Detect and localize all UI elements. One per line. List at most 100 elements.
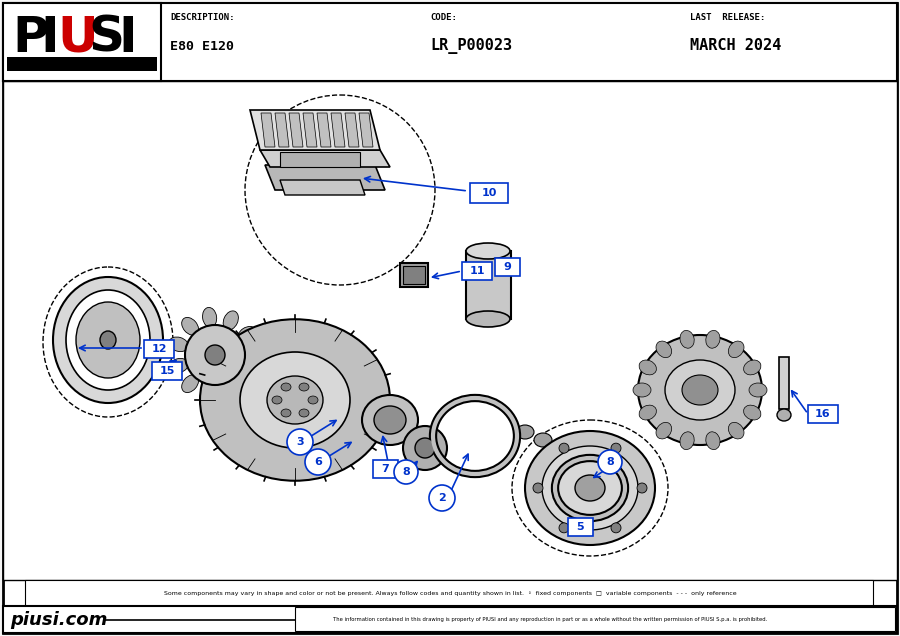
Ellipse shape [466, 311, 510, 327]
Text: 16: 16 [815, 409, 831, 419]
Ellipse shape [611, 523, 621, 533]
Ellipse shape [777, 409, 791, 421]
Text: U: U [57, 14, 97, 62]
Text: The information contained in this drawing is property of PIUSI and any reproduct: The information contained in this drawin… [333, 616, 767, 621]
Ellipse shape [202, 307, 217, 328]
Bar [779, 357, 789, 409]
Text: 2: 2 [438, 493, 446, 503]
Polygon shape [260, 150, 390, 167]
Bar [495, 258, 520, 276]
Polygon shape [345, 113, 359, 147]
Ellipse shape [559, 523, 569, 533]
Ellipse shape [559, 443, 569, 453]
Ellipse shape [205, 345, 225, 365]
Polygon shape [303, 113, 317, 147]
Text: I: I [40, 14, 58, 62]
Bar [568, 518, 593, 536]
Bar [3, 81, 897, 580]
Ellipse shape [76, 302, 140, 378]
Ellipse shape [182, 317, 199, 335]
Ellipse shape [533, 483, 543, 493]
Ellipse shape [575, 475, 605, 501]
Text: P: P [12, 14, 49, 62]
Text: 11: 11 [469, 266, 485, 276]
Bar [3, 3, 897, 81]
Text: 8: 8 [402, 467, 410, 477]
Ellipse shape [223, 380, 238, 399]
Ellipse shape [185, 325, 245, 385]
Bar [3, 606, 897, 633]
Ellipse shape [570, 449, 588, 463]
Ellipse shape [403, 426, 447, 470]
Bar [280, 152, 360, 167]
Text: 7: 7 [381, 464, 389, 474]
Bar [462, 262, 492, 280]
Ellipse shape [182, 375, 199, 392]
Bar [295, 607, 895, 631]
Ellipse shape [525, 431, 655, 545]
Ellipse shape [202, 383, 217, 403]
Text: 5: 5 [576, 522, 584, 532]
Text: 9: 9 [503, 262, 511, 272]
Ellipse shape [238, 368, 256, 384]
Bar [3, 3, 161, 81]
Ellipse shape [743, 360, 760, 375]
Text: S: S [88, 14, 124, 62]
Bar [808, 405, 838, 423]
Ellipse shape [588, 457, 606, 471]
Ellipse shape [743, 405, 760, 420]
Ellipse shape [534, 433, 552, 447]
Ellipse shape [281, 383, 291, 391]
Ellipse shape [611, 443, 621, 453]
Ellipse shape [656, 422, 671, 439]
Text: 15: 15 [159, 366, 175, 376]
Ellipse shape [552, 441, 570, 455]
Text: 12: 12 [151, 344, 166, 354]
Ellipse shape [243, 348, 263, 362]
Bar [25, 580, 873, 606]
Ellipse shape [362, 395, 418, 445]
Ellipse shape [168, 337, 188, 352]
Ellipse shape [281, 409, 291, 417]
Ellipse shape [66, 290, 150, 390]
Bar [152, 362, 182, 380]
Ellipse shape [394, 460, 418, 484]
Polygon shape [331, 113, 345, 147]
Ellipse shape [638, 335, 762, 445]
Bar [466, 251, 511, 319]
Ellipse shape [429, 485, 455, 511]
Ellipse shape [299, 383, 309, 391]
Bar [7, 57, 157, 71]
Polygon shape [289, 113, 303, 147]
Text: E80 E120: E80 E120 [170, 39, 234, 53]
Ellipse shape [223, 311, 238, 330]
Ellipse shape [656, 341, 671, 357]
Ellipse shape [287, 429, 313, 455]
Ellipse shape [639, 405, 656, 420]
Text: 6: 6 [314, 457, 322, 467]
Ellipse shape [665, 360, 735, 420]
Ellipse shape [308, 396, 318, 404]
Ellipse shape [240, 352, 350, 448]
Polygon shape [250, 110, 380, 150]
Bar [144, 340, 174, 358]
Bar [400, 263, 428, 287]
Ellipse shape [728, 341, 744, 357]
Ellipse shape [728, 422, 744, 439]
Ellipse shape [200, 319, 390, 481]
Polygon shape [265, 165, 385, 190]
Text: LR_P00023: LR_P00023 [430, 38, 512, 54]
Bar [403, 266, 425, 284]
Ellipse shape [639, 360, 656, 375]
Ellipse shape [606, 465, 624, 479]
Text: I: I [118, 14, 137, 62]
Ellipse shape [542, 446, 638, 530]
Ellipse shape [682, 375, 718, 405]
Ellipse shape [680, 330, 694, 349]
Bar [373, 460, 398, 478]
Ellipse shape [680, 432, 694, 450]
Ellipse shape [706, 432, 720, 450]
Ellipse shape [749, 383, 767, 397]
Polygon shape [261, 113, 275, 147]
Ellipse shape [637, 483, 647, 493]
